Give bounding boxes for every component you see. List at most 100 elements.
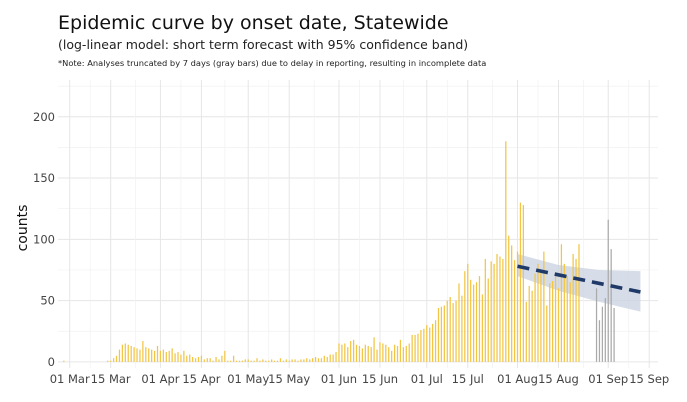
- bar: [399, 339, 402, 362]
- bar: [531, 290, 533, 362]
- bar: [306, 358, 308, 362]
- bar: [367, 345, 369, 362]
- bar: [338, 343, 340, 362]
- bar: [546, 305, 548, 362]
- bar: [162, 349, 164, 362]
- bar: [502, 258, 504, 362]
- bar: [300, 359, 302, 362]
- bar: [543, 251, 545, 362]
- bar: [142, 341, 144, 362]
- bar: [112, 358, 115, 362]
- bar: [549, 283, 551, 362]
- bar: [566, 276, 568, 362]
- bar: [449, 296, 451, 362]
- bar: [513, 260, 516, 362]
- bar: [347, 347, 349, 362]
- bar: [344, 343, 346, 362]
- bar: [537, 263, 539, 362]
- bar: [335, 352, 337, 362]
- bar: [259, 360, 261, 362]
- bar: [323, 355, 325, 362]
- forecast-layer: [517, 264, 641, 294]
- bar: [165, 352, 167, 362]
- bar: [358, 345, 361, 362]
- chart-subtitle: (log-linear model: short term forecast w…: [58, 37, 469, 52]
- bar: [159, 350, 162, 362]
- grid-lines: [58, 80, 658, 368]
- bar: [183, 350, 185, 362]
- bar: [186, 355, 188, 362]
- x-tick-label: 01 Jul: [411, 372, 443, 386]
- bar: [110, 360, 112, 362]
- bar: [610, 249, 612, 362]
- bar: [153, 350, 156, 362]
- bar: [396, 345, 399, 362]
- bar: [262, 359, 264, 362]
- bar: [499, 256, 501, 362]
- bar: [391, 350, 393, 362]
- bar: [329, 354, 331, 362]
- bar: [481, 294, 484, 362]
- x-tick-label: 01 Sep: [588, 372, 628, 386]
- bar: [350, 341, 352, 362]
- x-tick-label: 15 Aug: [538, 372, 579, 386]
- bar: [370, 347, 372, 362]
- bar: [130, 345, 132, 362]
- bar: [148, 348, 150, 362]
- x-tick-label: 01 Aug: [497, 372, 538, 386]
- bar: [341, 344, 343, 362]
- bar: [189, 354, 191, 362]
- bar: [519, 202, 522, 362]
- bar: [601, 306, 604, 362]
- bar: [118, 349, 121, 362]
- bar: [276, 360, 279, 362]
- bar: [408, 343, 410, 362]
- bar: [314, 356, 317, 362]
- chart-title: Epidemic curve by onset date, Statewide: [58, 12, 449, 34]
- bar: [312, 358, 314, 362]
- bar: [493, 263, 495, 362]
- bar: [569, 282, 571, 362]
- bar: [291, 359, 293, 362]
- bar: [455, 300, 457, 362]
- y-tick-label: 0: [48, 355, 55, 369]
- y-tick-label: 200: [33, 110, 55, 124]
- bar: [470, 279, 472, 362]
- bar: [63, 360, 65, 362]
- bar: [121, 344, 124, 362]
- x-tick-label: 15 May: [268, 372, 310, 386]
- bar: [320, 358, 323, 362]
- bar: [332, 354, 334, 362]
- bar: [139, 349, 141, 362]
- x-tick-label: 15 Sep: [629, 372, 669, 386]
- x-tick-label: 15 Mar: [91, 372, 131, 386]
- bar: [414, 334, 416, 362]
- bar: [446, 300, 448, 362]
- bar: [552, 280, 554, 362]
- bar: [177, 352, 179, 362]
- y-tick-label: 100: [33, 232, 55, 246]
- bar: [464, 271, 466, 362]
- bar: [426, 325, 428, 362]
- y-axis-title: counts: [15, 205, 31, 252]
- x-tick-label: 01 Apr: [141, 372, 179, 386]
- bar: [253, 360, 255, 362]
- bar: [279, 358, 282, 362]
- bar: [534, 273, 536, 362]
- bar: [540, 271, 542, 362]
- bar: [522, 205, 524, 362]
- bar: [127, 344, 129, 362]
- bar: [227, 360, 229, 362]
- y-tick-label: 50: [40, 294, 55, 308]
- bar: [607, 219, 609, 362]
- bar: [212, 360, 214, 362]
- bar: [379, 342, 381, 362]
- bar: [458, 283, 460, 362]
- bar: [563, 263, 565, 362]
- bars-layer: [63, 141, 615, 362]
- bar: [247, 359, 249, 362]
- bar: [575, 258, 577, 362]
- bar: [244, 359, 246, 362]
- bar: [174, 353, 176, 362]
